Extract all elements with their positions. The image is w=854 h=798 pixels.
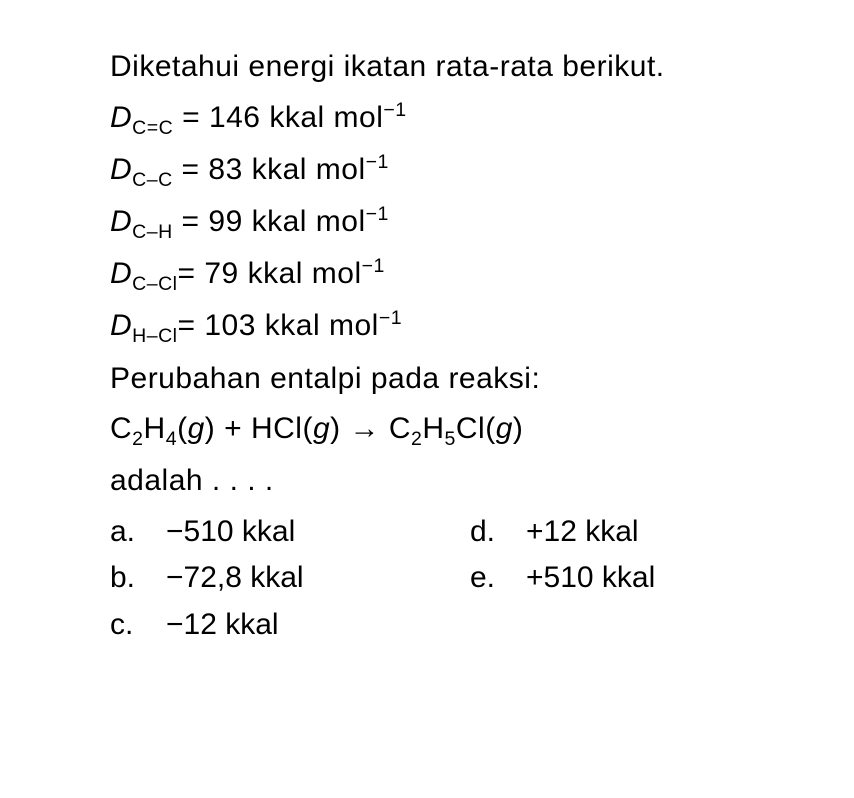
option-letter: d. bbox=[470, 509, 526, 556]
option-text: −72,8 kkal bbox=[166, 555, 304, 602]
bond-value: 79 bbox=[204, 257, 238, 290]
bond-energy-line: DC–H = 99 kkal mol−1 bbox=[110, 199, 794, 247]
question-block: Diketahui energi ikatan rata-rata beriku… bbox=[0, 0, 854, 688]
option-c: c. −12 kkal bbox=[110, 602, 470, 649]
formula-sub: 2 bbox=[132, 428, 143, 450]
unit-exp: −1 bbox=[362, 255, 385, 277]
option-row: c. −12 kkal bbox=[110, 602, 794, 649]
option-row: a. −510 kkal d. +12 kkal bbox=[110, 509, 794, 556]
bond-value: 83 bbox=[208, 153, 242, 186]
reaction-equation: C2H4(g) + HCl(g) → C2H5Cl(g) bbox=[110, 406, 794, 454]
bond-value: 103 bbox=[204, 309, 256, 342]
option-a: a. −510 kkal bbox=[110, 509, 470, 556]
formula-part: Cl bbox=[456, 412, 485, 445]
option-letter: a. bbox=[110, 509, 166, 556]
bond-energy-line: DC–Cl= 79 kkal mol−1 bbox=[110, 251, 794, 299]
unit-prefix: kkal mol bbox=[269, 101, 383, 134]
formula-sub: 5 bbox=[445, 428, 456, 450]
formula-part: H bbox=[144, 412, 166, 445]
option-letter: b. bbox=[110, 555, 166, 602]
unit-prefix: kkal mol bbox=[248, 257, 362, 290]
var-symbol: D bbox=[110, 205, 132, 238]
phase: g bbox=[496, 412, 513, 445]
unit-prefix: kkal mol bbox=[252, 205, 366, 238]
option-e: e. +510 kkal bbox=[470, 555, 655, 602]
bond-subscript: C–Cl bbox=[132, 273, 177, 295]
bond-subscript: C–H bbox=[132, 221, 173, 243]
phase: g bbox=[313, 412, 330, 445]
formula-sub: 4 bbox=[166, 428, 177, 450]
option-text: +510 kkal bbox=[526, 555, 655, 602]
unit-exp: −1 bbox=[366, 151, 389, 173]
phase: g bbox=[188, 412, 205, 445]
formula-sub: 2 bbox=[411, 428, 422, 450]
unit-prefix: kkal mol bbox=[265, 309, 379, 342]
bond-subscript: H–Cl bbox=[132, 325, 177, 347]
product-1: C2H5Cl(g) bbox=[389, 412, 524, 445]
unit-exp: −1 bbox=[379, 307, 402, 329]
arrow-symbol: → bbox=[349, 412, 380, 445]
var-symbol: D bbox=[110, 153, 132, 186]
var-symbol: D bbox=[110, 309, 132, 342]
tail-text: adalah . . . . bbox=[110, 458, 794, 505]
reactant-2: HCl(g) bbox=[251, 412, 350, 445]
formula-part: C bbox=[110, 412, 132, 445]
option-text: +12 kkal bbox=[526, 509, 639, 556]
intro-text: Diketahui energi ikatan rata-rata beriku… bbox=[110, 44, 794, 91]
var-symbol: D bbox=[110, 257, 132, 290]
option-letter: c. bbox=[110, 602, 166, 649]
bond-value: 146 bbox=[209, 101, 261, 134]
unit-prefix: kkal mol bbox=[252, 153, 366, 186]
bond-value: 99 bbox=[208, 205, 242, 238]
formula-part: HCl bbox=[251, 412, 303, 445]
option-letter: e. bbox=[470, 555, 526, 602]
formula-part: C bbox=[389, 412, 411, 445]
reactant-1: C2H4(g) bbox=[110, 412, 224, 445]
prompt-text: Perubahan entalpi pada reaksi: bbox=[110, 356, 794, 403]
bond-subscript: C–C bbox=[132, 169, 173, 191]
options-block: a. −510 kkal d. +12 kkal b. −72,8 kkal e… bbox=[110, 509, 794, 649]
unit-exp: −1 bbox=[383, 99, 406, 121]
bond-energy-line: DH–Cl= 103 kkal mol−1 bbox=[110, 303, 794, 351]
plus-sign: + bbox=[224, 412, 242, 445]
var-symbol: D bbox=[110, 101, 132, 134]
bond-subscript: C=C bbox=[132, 117, 173, 139]
option-b: b. −72,8 kkal bbox=[110, 555, 470, 602]
option-d: d. +12 kkal bbox=[470, 509, 639, 556]
option-text: −510 kkal bbox=[166, 509, 295, 556]
unit-exp: −1 bbox=[366, 203, 389, 225]
bond-energy-line: DC–C = 83 kkal mol−1 bbox=[110, 147, 794, 195]
option-text: −12 kkal bbox=[166, 602, 279, 649]
option-row: b. −72,8 kkal e. +510 kkal bbox=[110, 555, 794, 602]
bond-energy-line: DC=C = 146 kkal mol−1 bbox=[110, 95, 794, 143]
formula-part: H bbox=[422, 412, 444, 445]
